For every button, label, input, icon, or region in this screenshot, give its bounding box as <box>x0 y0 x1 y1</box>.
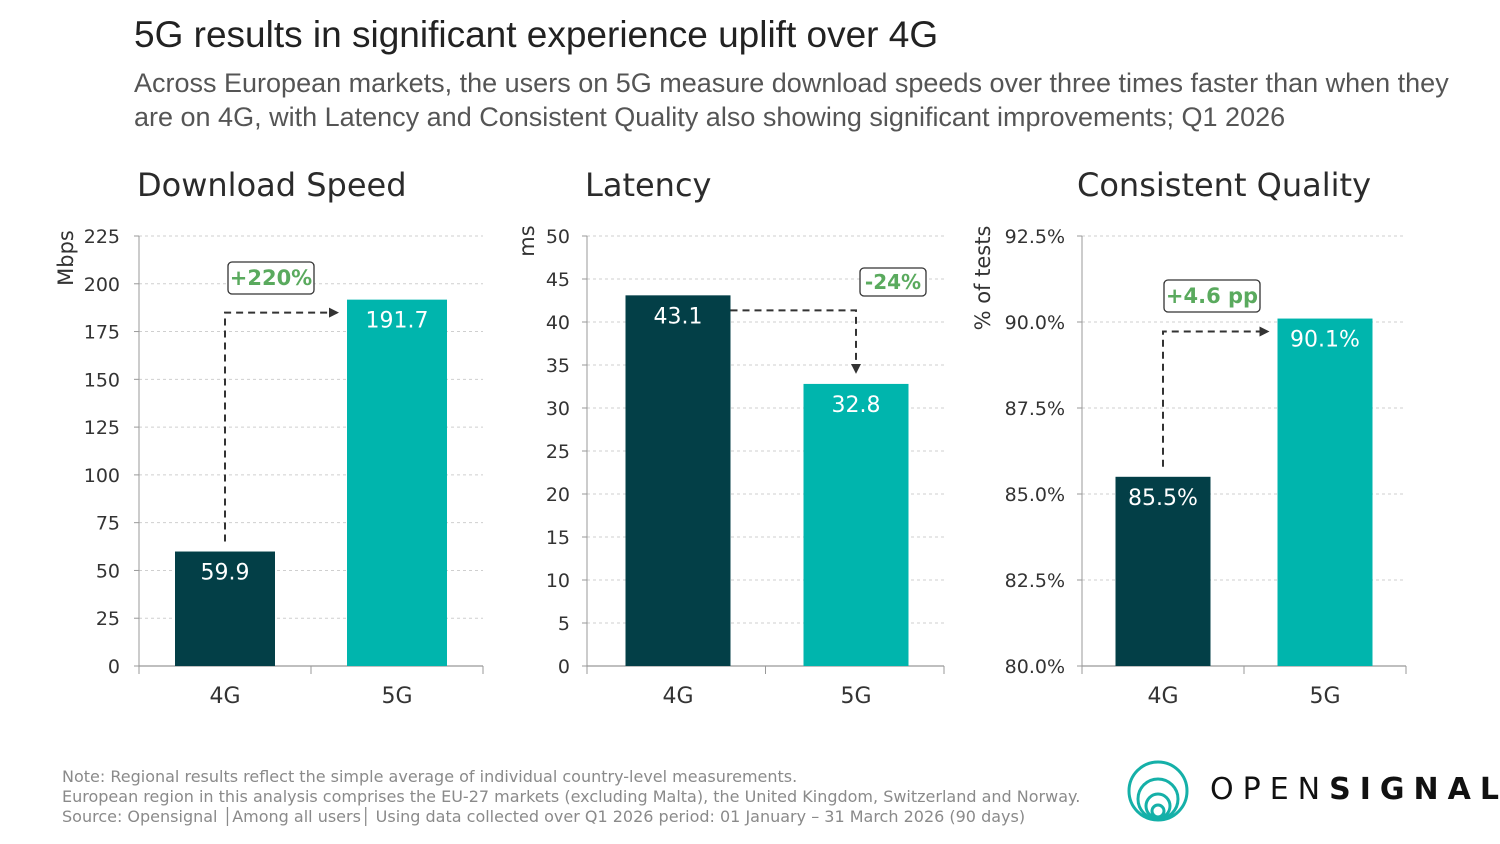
latency-y-tick-label: 25 <box>546 441 570 463</box>
consistent-quality-change-arrow <box>1162 326 1270 467</box>
latency-y-tick-label: 5 <box>558 613 570 635</box>
logo-text-bold: SIGNAL <box>1329 772 1500 807</box>
download-speed-change-badge <box>227 261 315 295</box>
download-speed-y-tick-label: 200 <box>84 274 120 296</box>
logo-text-light: OPEN <box>1210 772 1330 807</box>
download-speed-y-tick-label: 75 <box>96 513 120 535</box>
consistent-quality-bar-4g <box>1115 476 1211 666</box>
latency-y-tick-label: 20 <box>546 484 570 506</box>
download-speed-change-arrow <box>224 307 339 542</box>
download-speed-y-tick-label: 225 <box>84 226 120 248</box>
consistent-quality-y-axis-label: % of tests <box>971 226 995 331</box>
latency-value-label-4g: 43.1 <box>654 304 703 329</box>
download-speed-value-label-4g: 59.9 <box>201 561 250 586</box>
download-speed-category-label-5g: 5G <box>381 684 412 709</box>
latency-value-label-5g: 32.8 <box>832 393 881 418</box>
latency-change-badge <box>859 267 927 297</box>
page-title: 5G results in significant experience upl… <box>134 14 939 55</box>
latency-bar-4g <box>625 295 731 666</box>
download-speed-y-tick-label: 0 <box>108 656 120 678</box>
latency-y-tick-label: 0 <box>558 656 570 678</box>
latency-y-tick-label: 15 <box>546 527 570 549</box>
latency-title: Latency <box>585 166 712 204</box>
footnote-region: European region in this analysis compris… <box>62 787 1081 806</box>
consistent-quality-y-tick-label: 92.5% <box>1005 226 1065 248</box>
latency-y-tick-label: 45 <box>546 269 570 291</box>
consistent-quality-y-tick-label: 87.5% <box>1005 398 1065 420</box>
download-speed-bar-4g <box>175 551 275 666</box>
latency-category-label-4g: 4G <box>662 684 693 709</box>
footnote-note: Note: Regional results reflect the simpl… <box>62 767 798 786</box>
download-speed-change-label: +220% <box>230 266 312 290</box>
consistent-quality-category-label-4g: 4G <box>1147 684 1178 709</box>
download-speed-y-tick-label: 150 <box>84 369 120 391</box>
latency-y-tick-label: 50 <box>546 226 570 248</box>
download-speed-y-tick-label: 175 <box>84 322 120 344</box>
consistent-quality-y-tick-label: 82.5% <box>1005 570 1065 592</box>
download-speed-value-label-5g: 191.7 <box>366 309 429 334</box>
footnote: Note: Regional results reflect the simpl… <box>62 767 1080 827</box>
latency-category-label-5g: 5G <box>840 684 871 709</box>
latency-change-label: -24% <box>865 270 921 294</box>
consistent-quality-change-badge <box>1163 279 1261 313</box>
footnote-source: Source: Opensignal │Among all users│ Usi… <box>62 807 1026 826</box>
consistent-quality-bar-5g <box>1277 318 1373 666</box>
page-subtitle: Across European markets, the users on 5G… <box>134 68 1449 132</box>
download-speed-y-axis-label: Mbps <box>54 230 78 286</box>
latency-y-tick-label: 30 <box>546 398 570 420</box>
opensignal-logo-icon <box>1127 760 1189 822</box>
latency-y-tick-label: 35 <box>546 355 570 377</box>
consistent-quality-title: Consistent Quality <box>1077 166 1372 204</box>
download-speed-y-tick-label: 100 <box>84 465 120 487</box>
consistent-quality-value-label-5g: 90.1% <box>1290 328 1360 353</box>
latency-change-arrow <box>730 309 861 374</box>
latency-y-tick-label: 40 <box>546 312 570 334</box>
download-speed-y-tick-label: 25 <box>96 608 120 630</box>
opensignal-logo-text: OPENSIGNAL <box>1210 772 1500 807</box>
opensignal-logo: OPENSIGNAL <box>1126 756 1499 826</box>
consistent-quality-y-tick-label: 85.0% <box>1005 484 1065 506</box>
consistent-quality-change-label: +4.6 pp <box>1166 284 1258 308</box>
download-speed-category-label-4g: 4G <box>209 684 240 709</box>
consistent-quality-y-tick-label: 90.0% <box>1005 312 1065 334</box>
latency-y-axis-label: ms <box>515 225 539 256</box>
latency-bar-5g <box>803 383 909 666</box>
download-speed-bar-5g <box>347 299 447 666</box>
consistent-quality-category-label-5g: 5G <box>1309 684 1340 709</box>
consistent-quality-y-tick-label: 80.0% <box>1005 656 1065 678</box>
consistent-quality-value-label-4g: 85.5% <box>1128 486 1198 511</box>
latency-y-tick-label: 10 <box>546 570 570 592</box>
download-speed-title: Download Speed <box>137 166 407 204</box>
download-speed-y-tick-label: 50 <box>96 560 120 582</box>
download-speed-y-tick-label: 125 <box>84 417 120 439</box>
